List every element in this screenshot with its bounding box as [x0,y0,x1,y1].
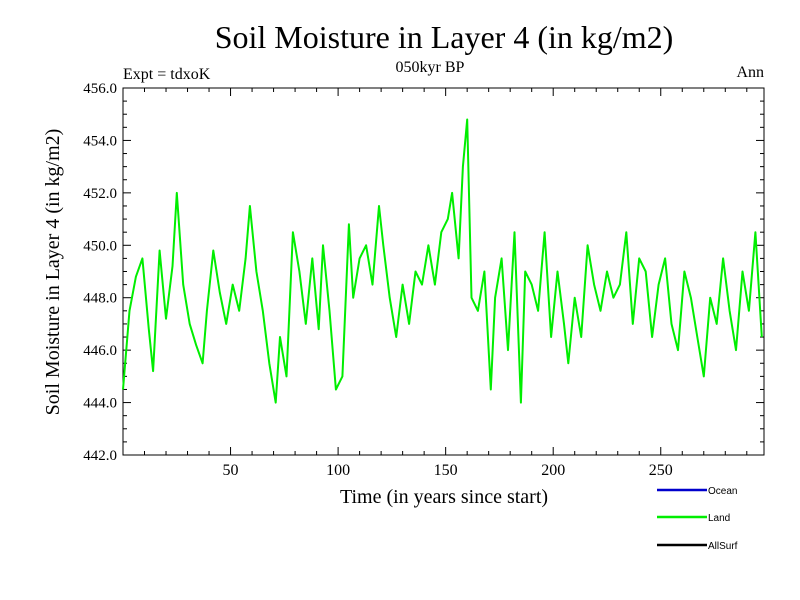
chart-title: Soil Moisture in Layer 4 (in kg/m2) [215,19,674,55]
x-axis-label: Time (in years since start) [340,486,548,508]
y-tick-label: 456.0 [83,81,117,97]
y-tick-label: 450.0 [83,238,117,254]
y-tick-labels: 442.0 444.0 446.0 448.0 450.0 452.0 454.0 456.0 [83,81,117,464]
major-ticks [123,87,764,456]
x-tick-label: 200 [541,462,565,479]
season-label: Ann [736,64,764,81]
x-tick-label: 50 [223,462,239,479]
plot-frame [122,87,765,456]
y-tick-label: 448.0 [83,291,117,307]
legend: Ocean Land AllSurf [657,486,738,552]
chart-subtitle: 050kyr BP [396,59,465,76]
x-tick-label: 100 [326,462,350,479]
legend-label-allsurf: AllSurf [708,541,738,552]
y-tick-label: 444.0 [83,396,117,412]
minor-ticks [123,88,764,455]
x-tick-labels: 50 100 150 200 250 [223,462,673,479]
series-line-land [122,118,763,404]
experiment-label: Expt = tdxoK [123,66,211,83]
y-tick-label: 452.0 [83,186,117,202]
y-tick-label: 442.0 [83,448,117,464]
x-tick-label: 250 [649,462,673,479]
legend-label-ocean: Ocean [708,486,737,497]
legend-label-land: Land [708,513,730,524]
y-tick-label: 454.0 [83,133,117,149]
y-tick-label: 446.0 [83,343,117,359]
y-axis-label: Soil Moisture in Layer 4 (in kg/m2) [42,129,64,416]
x-tick-label: 150 [434,462,458,479]
